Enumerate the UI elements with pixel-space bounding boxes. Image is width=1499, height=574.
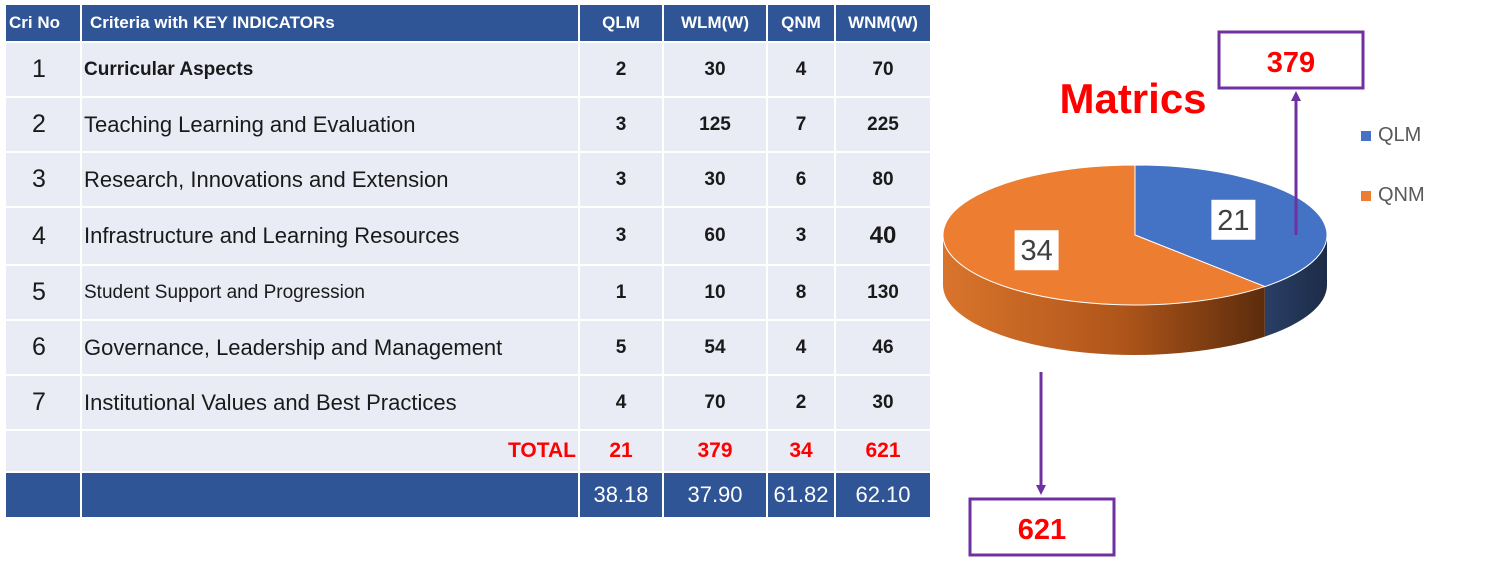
criteria-name-cell: Infrastructure and Learning Resources [80, 206, 580, 266]
data-label-qnm: 34 [1020, 235, 1052, 267]
qlm-cell: 2 [578, 41, 664, 98]
legend-swatch-qnm [1361, 191, 1371, 201]
wnm-cell: 130 [834, 264, 932, 321]
pie-side-qlm [1264, 235, 1327, 337]
wlm-cell: 30 [662, 41, 768, 98]
callouts-group: 379 621 [968, 30, 1365, 557]
percent-qlm: 38.18 [578, 471, 664, 519]
wnm-cell: 46 [834, 319, 932, 376]
cri-no-cell: 4 [4, 206, 82, 266]
percent-wlm: 37.90 [662, 471, 768, 519]
criteria-name-cell: Student Support and Progression [80, 264, 580, 321]
wlm-cell: 125 [662, 96, 768, 153]
header-wnm: WNM(W) [834, 3, 932, 43]
cri-no-cell: 2 [4, 96, 82, 153]
header-qnm: QNM [766, 3, 836, 43]
qlm-cell: 3 [578, 206, 664, 266]
total-qlm: 21 [578, 429, 664, 473]
criteria-table: Cri No Criteria with KEY INDICATORs QLM … [4, 3, 932, 519]
total-row: TOTAL 21 379 34 621 [4, 429, 932, 473]
qlm-cell: 3 [578, 151, 664, 208]
qnm-cell: 4 [766, 41, 836, 98]
legend-label-qnm: QNM [1378, 184, 1425, 206]
table-header-row: Cri No Criteria with KEY INDICATORs QLM … [4, 3, 932, 43]
cri-no-cell: 7 [4, 374, 82, 431]
legend-label-qlm: QLM [1378, 124, 1421, 146]
cri-no-cell: 1 [4, 41, 82, 98]
callout-box-qlm [1217, 30, 1365, 90]
cri-no-cell: 6 [4, 319, 82, 376]
qlm-cell: 3 [578, 96, 664, 153]
criteria-name-cell: Curricular Aspects [80, 41, 580, 98]
percent-blank-cell [4, 471, 82, 519]
total-wnm: 621 [834, 429, 932, 473]
criteria-name-cell: Teaching Learning and Evaluation [80, 96, 580, 153]
wnm-cell: 70 [834, 41, 932, 98]
qnm-cell: 8 [766, 264, 836, 321]
table-row: 5 Student Support and Progression 1 10 8… [4, 264, 932, 321]
criteria-name-cell: Governance, Leadership and Management [80, 319, 580, 376]
chart-title: Matrics [1059, 75, 1206, 122]
percent-blank-cell [80, 471, 580, 519]
header-criteria: Criteria with KEY INDICATORs [80, 3, 580, 43]
table-row: 7 Institutional Values and Best Practice… [4, 374, 932, 431]
wlm-cell: 70 [662, 374, 768, 431]
wlm-cell: 10 [662, 264, 768, 321]
total-label: TOTAL [80, 429, 580, 473]
percent-row: 38.18 37.90 61.82 62.10 [4, 471, 932, 519]
qlm-cell: 5 [578, 319, 664, 376]
qnm-cell: 6 [766, 151, 836, 208]
callout-value-qlm: 379 [1267, 47, 1315, 79]
table-row: 2 Teaching Learning and Evaluation 3 125… [4, 96, 932, 153]
header-cri-no: Cri No [4, 3, 82, 43]
table-row: 6 Governance, Leadership and Management … [4, 319, 932, 376]
qnm-cell: 2 [766, 374, 836, 431]
data-label-box [1211, 199, 1256, 240]
total-wlm: 379 [662, 429, 768, 473]
wnm-cell: 40 [834, 206, 932, 266]
table-row: 3 Research, Innovations and Extension 3 … [4, 151, 932, 208]
total-qnm: 34 [766, 429, 836, 473]
pie-side-qnm [943, 235, 1265, 355]
header-qlm: QLM [578, 3, 664, 43]
table-row: 1 Curricular Aspects 2 30 4 70 [4, 41, 932, 98]
wlm-cell: 60 [662, 206, 768, 266]
criteria-name-cell: Institutional Values and Best Practices [80, 374, 580, 431]
qnm-cell: 7 [766, 96, 836, 153]
wlm-cell: 30 [662, 151, 768, 208]
wnm-cell: 80 [834, 151, 932, 208]
wnm-cell: 30 [834, 374, 932, 431]
wlm-cell: 54 [662, 319, 768, 376]
percent-qnm: 61.82 [766, 471, 836, 519]
qnm-cell: 4 [766, 319, 836, 376]
cri-no-cell: 5 [4, 264, 82, 321]
wnm-cell: 225 [834, 96, 932, 153]
callout-value-qnm: 621 [1018, 514, 1066, 546]
qnm-cell: 3 [766, 206, 836, 266]
criteria-name-cell: Research, Innovations and Extension [80, 151, 580, 208]
legend-swatch-qlm [1361, 131, 1371, 141]
data-label-qlm: 21 [1217, 205, 1249, 237]
qlm-cell: 1 [578, 264, 664, 321]
header-wlm: WLM(W) [662, 3, 768, 43]
callout-box-qnm [968, 497, 1116, 557]
pie-slices-group: 21 34 [942, 164, 1328, 355]
table-row: 4 Infrastructure and Learning Resources … [4, 206, 932, 266]
percent-wnm: 62.10 [834, 471, 932, 519]
data-label-box [1014, 230, 1059, 271]
total-blank-cell [4, 429, 82, 473]
cri-no-cell: 3 [4, 151, 82, 208]
qlm-cell: 4 [578, 374, 664, 431]
chart-legend: QLM QNM [1361, 124, 1425, 206]
pie-chart: Matrics 21 34 QLM QNM 379 621 [942, 30, 1425, 557]
